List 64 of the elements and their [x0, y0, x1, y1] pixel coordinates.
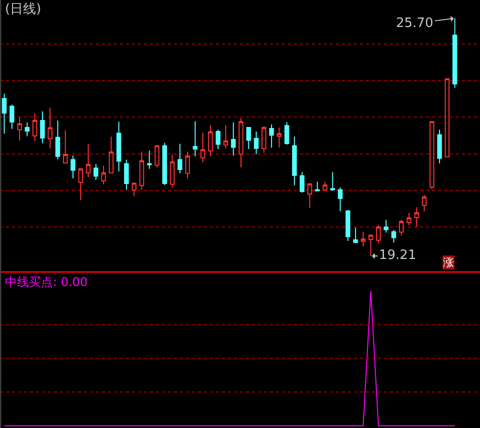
text: 中线买点: 0.00	[5, 275, 88, 289]
candlestick	[94, 164, 98, 180]
candlestick	[353, 227, 358, 243]
candlestick	[86, 143, 91, 178]
candlestick	[398, 219, 404, 236]
candlestick	[200, 132, 206, 163]
candlestick	[414, 206, 419, 228]
candlestick	[170, 154, 175, 188]
candlestick	[276, 126, 282, 148]
chart-title: (日线)	[5, 2, 42, 17]
candlestick	[314, 181, 320, 192]
annotation: 涨	[443, 256, 454, 269]
candlestick	[246, 126, 251, 150]
candlestick	[300, 172, 304, 194]
candlestick	[70, 155, 76, 179]
candlestick	[422, 194, 427, 212]
candlestick	[322, 181, 328, 191]
candlestick	[101, 165, 106, 185]
candlestick	[230, 122, 236, 156]
candlestick	[238, 118, 244, 168]
candlestick	[132, 182, 136, 197]
candlestick	[338, 187, 343, 212]
candlestick	[360, 231, 366, 247]
candlestick	[391, 229, 396, 243]
candlestick	[55, 120, 60, 160]
candlestick	[262, 126, 266, 154]
candlestick	[307, 183, 312, 209]
candlestick	[116, 121, 122, 172]
candlestick	[24, 122, 30, 137]
candlestick	[223, 124, 228, 149]
candlestick	[162, 142, 167, 186]
candlestick	[146, 150, 152, 170]
candlestick	[368, 234, 374, 256]
candlestick	[32, 113, 38, 142]
candlestick	[216, 129, 220, 150]
candlestick	[406, 212, 412, 226]
candlestick	[376, 224, 381, 244]
candlestick	[124, 159, 129, 190]
candlestick	[208, 124, 213, 157]
candlestick	[330, 172, 335, 192]
candlestick	[269, 124, 274, 148]
candlestick	[192, 120, 198, 157]
candlestick	[254, 130, 259, 155]
candlestick	[78, 168, 84, 200]
candlestick	[40, 110, 45, 144]
candlestick	[108, 136, 114, 174]
candlestick	[139, 151, 144, 190]
candlestick	[48, 107, 52, 149]
candlestick	[185, 151, 190, 179]
annotation: 25.70	[396, 16, 434, 31]
candlestick	[437, 129, 442, 164]
candlestick	[384, 219, 388, 234]
candlestick	[444, 78, 450, 158]
candlestick	[17, 117, 22, 142]
candlestick	[346, 209, 350, 242]
annotation: 19.21	[379, 248, 416, 263]
candlestick	[430, 121, 434, 190]
candlestick	[284, 122, 290, 146]
candlestick	[292, 136, 297, 186]
candlestick	[2, 93, 7, 134]
candlestick	[178, 143, 182, 174]
candlestick	[62, 130, 68, 164]
candlestick	[154, 145, 160, 168]
candlestick	[10, 104, 14, 130]
